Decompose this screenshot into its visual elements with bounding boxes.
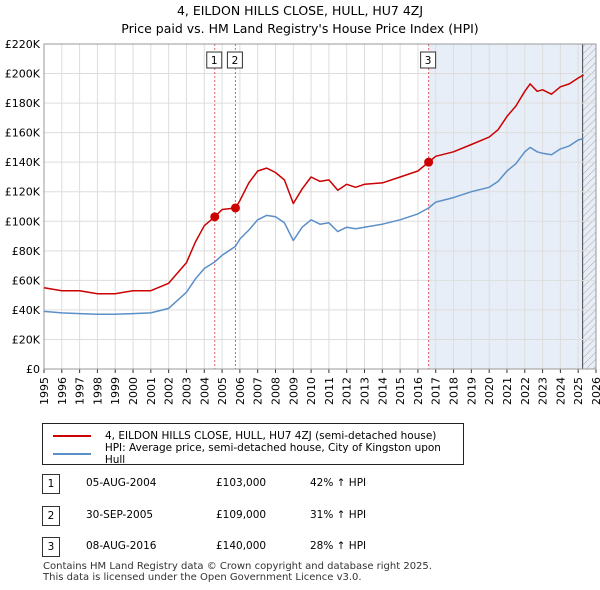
x-tick-label: 2002: [163, 377, 176, 405]
footer-licence: This data is licensed under the Open Gov…: [43, 572, 362, 583]
y-tick-label: £100K: [5, 215, 41, 228]
x-tick-label: 2000: [127, 377, 140, 405]
sale-hpi-change: 31% ↑ HPI: [310, 509, 367, 521]
x-tick-label: 2024: [554, 377, 567, 405]
sale-label-box: [420, 51, 437, 69]
series-line-property: [43, 74, 584, 295]
sale-label-box: [226, 51, 243, 69]
sale-number-badge: 3: [42, 537, 60, 557]
sale-label-box: [206, 51, 223, 69]
legend-swatch-property: [53, 435, 91, 437]
shaded-region-after-last-sale: [428, 44, 596, 369]
y-tick-label: £220K: [5, 38, 41, 51]
hatched-region-forecast: [582, 44, 596, 369]
x-tick-label: 2017: [430, 377, 443, 405]
chart-title-address: 4, EILDON HILLS CLOSE, HULL, HU7 4ZJ: [176, 3, 424, 18]
x-tick-label: 2010: [305, 377, 318, 405]
sale-number-badge: 1: [42, 474, 60, 494]
x-tick-label: 2006: [234, 377, 247, 405]
series-line-hpi: [43, 137, 584, 316]
sale-price: £109,000: [216, 509, 267, 521]
x-tick-label: 2001: [145, 377, 158, 405]
y-tick-label: £40K: [12, 304, 41, 317]
y-tick-label: £200K: [5, 68, 41, 81]
legend-entry-property: 4, EILDON HILLS CLOSE, HULL, HU7 4ZJ (se…: [53, 427, 436, 445]
x-tick-label: 1997: [74, 377, 87, 405]
sale-row: 2 30-SEP-2005 £109,000 31% ↑ HPI: [42, 506, 600, 526]
x-tick-label: 1999: [109, 377, 122, 405]
x-tick-label: 2023: [537, 377, 550, 405]
x-tick-label: 2019: [465, 377, 478, 405]
y-tick-label: £160K: [5, 127, 41, 140]
legend-label-hpi: HPI: Average price, semi-detached house,…: [104, 442, 441, 466]
sale-point: [210, 212, 220, 222]
x-tick-label: 2007: [252, 377, 265, 405]
x-tick-label: 2025: [572, 377, 585, 405]
x-tick-label: 2011: [323, 377, 336, 405]
x-tick-label: 1995: [38, 377, 51, 405]
legend-entry-hpi: HPI: Average price, semi-detached house,…: [53, 442, 463, 466]
x-tick-label: 2022: [519, 377, 532, 405]
sale-row: 3 08-AUG-2016 £140,000 28% ↑ HPI: [42, 537, 600, 557]
price-chart: £0 £20K £40K £60K £80K £100K £120K £140K £160K £1…: [5, 38, 600, 405]
chart-subtitle: Price paid vs. HM Land Registry's House …: [121, 21, 479, 36]
sale-date: 08-AUG-2016: [86, 540, 157, 552]
x-tick-label: 1998: [91, 377, 104, 405]
plot-frame: [43, 43, 597, 370]
sale-number-badge: 2: [42, 506, 60, 526]
y-tick-label: £140K: [5, 156, 41, 169]
x-tick-label: 2004: [198, 377, 211, 405]
x-tick-label: 2003: [180, 377, 193, 405]
sale-point: [230, 203, 240, 213]
footer-copyright: Contains HM Land Registry data © Crown c…: [43, 561, 432, 572]
x-tick-label: 2008: [269, 377, 282, 405]
x-tick-label: 2015: [394, 377, 407, 405]
y-tick-label: £180K: [5, 97, 41, 110]
sale-label-number: 3: [425, 55, 432, 67]
sale-price: £140,000: [216, 540, 267, 552]
x-tick-label: 2013: [359, 377, 372, 405]
sale-hpi-change: 42% ↑ HPI: [310, 477, 367, 489]
x-tick-label: 2005: [216, 377, 229, 405]
sale-price: £103,000: [216, 477, 267, 489]
sale-date: 05-AUG-2004: [86, 477, 157, 489]
x-tick-label: 2016: [412, 377, 425, 405]
y-tick-label: £80K: [12, 245, 41, 258]
x-tick-label: 2026: [590, 377, 600, 405]
sale-row: 1 05-AUG-2004 £103,000 42% ↑ HPI: [42, 474, 600, 494]
chart-legend: 4, EILDON HILLS CLOSE, HULL, HU7 4ZJ (se…: [42, 423, 464, 466]
sale-point: [424, 157, 434, 167]
x-tick-label: 1996: [56, 377, 69, 405]
sale-date: 30-SEP-2005: [86, 509, 154, 521]
x-tick-label: 2012: [341, 377, 354, 405]
x-tick-label: 2021: [501, 377, 514, 405]
x-tick-label: 2014: [376, 377, 389, 405]
legend-label-property: 4, EILDON HILLS CLOSE, HULL, HU7 4ZJ (se…: [105, 430, 437, 442]
y-tick-label: £0: [26, 363, 40, 376]
y-tick-label: £60K: [12, 274, 41, 287]
y-tick-label: £120K: [5, 186, 41, 199]
legend-swatch-hpi: [53, 453, 91, 455]
x-tick-label: 2018: [448, 377, 461, 405]
sale-label-number: 1: [211, 55, 218, 67]
sale-hpi-change: 28% ↑ HPI: [310, 540, 367, 552]
x-tick-label: 2020: [483, 377, 496, 405]
y-tick-label: £20K: [12, 333, 41, 346]
sale-label-number: 2: [232, 55, 239, 67]
x-tick-label: 2009: [287, 377, 300, 405]
